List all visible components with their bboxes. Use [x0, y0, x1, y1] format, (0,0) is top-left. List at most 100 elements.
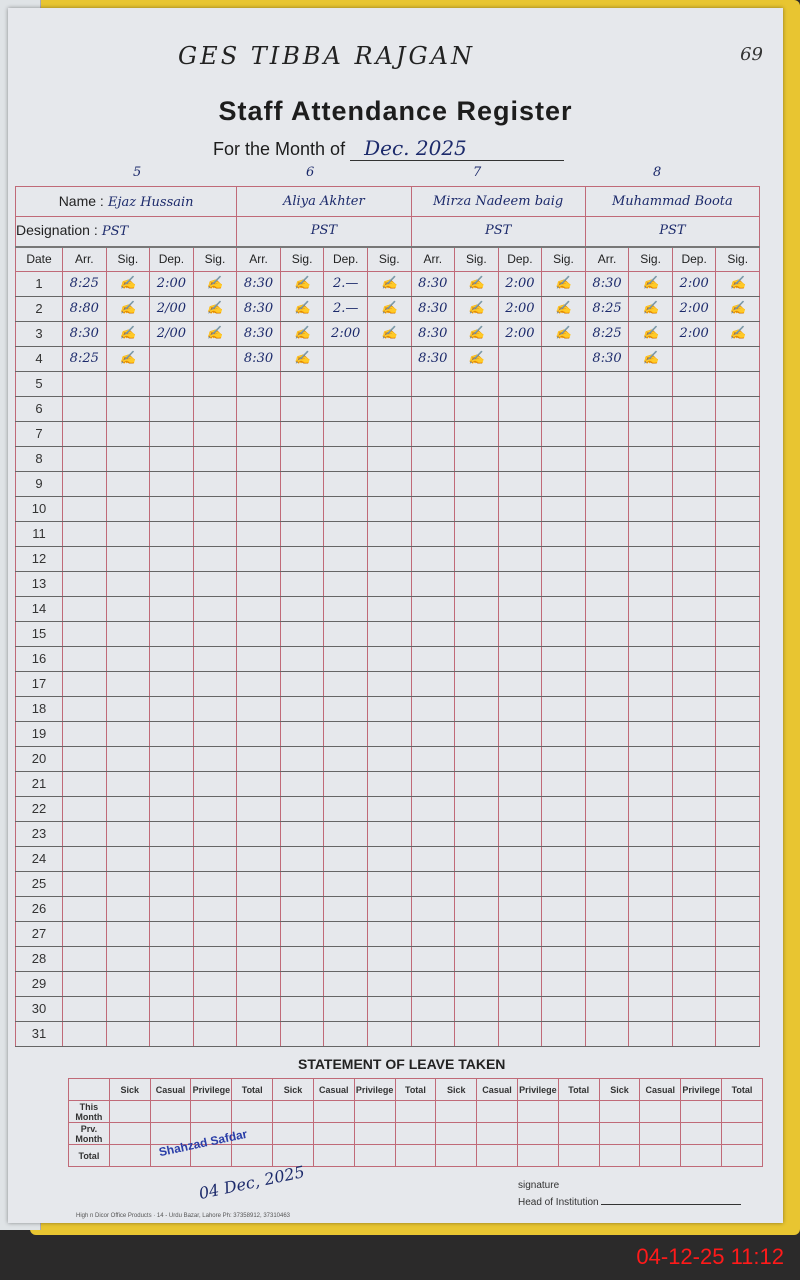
arrival-signature — [454, 896, 499, 922]
arrival-signature — [105, 496, 151, 522]
arrival-signature — [105, 396, 151, 422]
leave-cell — [639, 1122, 682, 1145]
arrival-signature: ✍ — [628, 321, 673, 347]
departure-time — [497, 871, 543, 897]
departure-time — [323, 921, 368, 947]
arrival-signature — [105, 421, 151, 447]
stamp-date: 04 Dec, 2025 — [197, 1162, 307, 1203]
departure-signature — [715, 871, 760, 897]
departure-signature — [715, 721, 760, 747]
departure-time — [671, 871, 717, 897]
departure-signature — [715, 446, 760, 472]
table-row: 21 — [15, 771, 760, 797]
departure-time — [149, 346, 194, 372]
departure-signature — [541, 496, 586, 522]
departure-signature — [192, 596, 238, 622]
arrival-signature — [454, 921, 499, 947]
arrival-signature — [454, 821, 499, 847]
departure-time — [497, 721, 543, 747]
departure-signature — [541, 946, 586, 972]
departure-time — [671, 521, 717, 547]
arrival-signature — [279, 821, 325, 847]
arrival-time — [584, 546, 630, 572]
arrival-signature — [628, 971, 673, 997]
leave-cell — [476, 1122, 518, 1145]
arrival-time — [584, 571, 630, 597]
table-row: 19 — [15, 721, 760, 747]
arrival-signature — [628, 396, 673, 422]
departure-time — [323, 646, 368, 672]
arrival-time — [236, 1021, 281, 1047]
departure-time: 2:00 — [149, 271, 194, 297]
departure-signature — [192, 671, 238, 697]
departure-signature — [715, 996, 760, 1022]
departure-signature — [715, 496, 760, 522]
arrival-time — [584, 671, 630, 697]
departure-time — [323, 521, 368, 547]
arrival-signature — [628, 721, 673, 747]
arrival-time — [236, 896, 281, 922]
departure-signature — [366, 871, 412, 897]
arrival-signature — [454, 996, 499, 1022]
arrival-signature — [628, 696, 673, 722]
arrival-signature: ✍ — [454, 346, 499, 372]
arrival-signature — [105, 571, 151, 597]
leave-row-header-blank — [68, 1078, 110, 1101]
arrival-signature — [105, 896, 151, 922]
arrival-signature — [105, 821, 151, 847]
arrival-time — [410, 671, 456, 697]
arrival-time — [62, 521, 107, 547]
sig-header: Sig. — [628, 245, 673, 272]
leave-column-header: Sick — [272, 1078, 314, 1101]
departure-signature — [366, 696, 412, 722]
departure-signature — [541, 771, 586, 797]
arrival-signature — [454, 946, 499, 972]
arrival-signature — [105, 471, 151, 497]
leave-cell — [435, 1122, 478, 1145]
arrival-time: 8:30 — [236, 346, 281, 372]
departure-time — [671, 621, 717, 647]
table-row: 24 — [15, 846, 760, 872]
departure-signature — [192, 421, 238, 447]
date-cell: 6 — [15, 396, 63, 422]
departure-signature — [715, 346, 760, 372]
table-row: 11 — [15, 521, 760, 547]
departure-signature — [366, 846, 412, 872]
departure-signature — [715, 596, 760, 622]
departure-time — [671, 821, 717, 847]
staff-name-cell: Mirza Nadeem baig — [410, 186, 586, 217]
departure-signature — [715, 846, 760, 872]
arrival-signature — [628, 746, 673, 772]
table-row: 25 — [15, 871, 760, 897]
departure-signature — [366, 921, 412, 947]
leave-cell — [108, 1144, 151, 1167]
arrival-signature — [628, 771, 673, 797]
staff-name: Aliya Akhter — [283, 193, 365, 209]
departure-signature — [715, 621, 760, 647]
departure-signature — [192, 821, 238, 847]
sig-header: Sig. — [366, 245, 412, 272]
arrival-time — [584, 1021, 630, 1047]
departure-signature — [366, 471, 412, 497]
table-row: 27 — [15, 921, 760, 947]
printer-info: High n Dicor Office Products · 14 - Urdu… — [76, 1213, 291, 1219]
arrival-signature — [279, 896, 325, 922]
departure-time — [323, 446, 368, 472]
departure-signature — [715, 696, 760, 722]
dep-header: Dep. — [149, 245, 194, 272]
departure-time — [323, 971, 368, 997]
departure-signature — [366, 421, 412, 447]
arrival-time — [584, 821, 630, 847]
arrival-time: 8:30 — [236, 296, 281, 322]
arrival-time — [62, 396, 107, 422]
serial-number: 8 — [653, 165, 662, 180]
arrival-time — [62, 571, 107, 597]
departure-time — [497, 496, 543, 522]
arrival-signature — [628, 671, 673, 697]
arrival-signature — [105, 946, 151, 972]
departure-signature — [366, 671, 412, 697]
departure-signature — [715, 921, 760, 947]
leave-cell — [231, 1100, 274, 1123]
departure-time — [149, 996, 194, 1022]
serial-number: 7 — [473, 165, 482, 180]
